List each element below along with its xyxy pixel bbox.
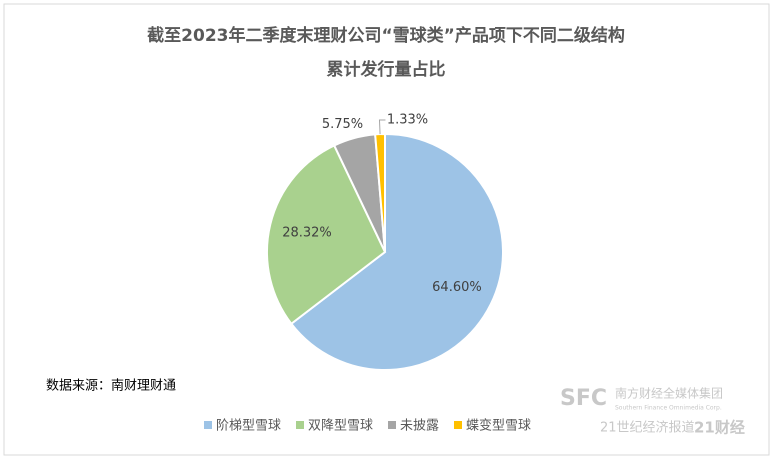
- legend-swatch: [454, 421, 462, 429]
- legend-label: 阶梯型雪球: [216, 419, 281, 434]
- data-label: 28.32%: [282, 226, 332, 241]
- watermark-text: Southern Finance Omnimedia Corp.: [615, 405, 722, 412]
- leader-line: [378, 119, 386, 135]
- data-label: 5.75%: [322, 117, 363, 132]
- legend-label: 双降型雪球: [308, 419, 373, 434]
- watermark: SFC 南方财经全媒体集团 Southern Finance Omnimedia…: [560, 386, 745, 437]
- legend-label: 未披露: [400, 419, 439, 434]
- legend-swatch: [204, 421, 212, 429]
- pie-slice: [374, 132, 386, 253]
- watermark-text: 21财经: [694, 419, 745, 437]
- pie-slice: [289, 132, 504, 371]
- chart-title: 累计发行量占比: [327, 59, 446, 80]
- source-note: 数据来源：南财理财通: [46, 378, 176, 394]
- legend-label: 蝶变型雪球: [466, 418, 531, 434]
- pie-slice: [266, 144, 387, 326]
- legend-swatch: [296, 421, 304, 429]
- legend-swatch: [388, 421, 396, 429]
- watermark-text: SFC: [560, 386, 607, 411]
- data-label: 1.33%: [387, 112, 428, 127]
- watermark-text: 南方财经全媒体集团: [615, 386, 723, 401]
- data-label: 64.60%: [432, 280, 482, 295]
- chart-title: 截至2023年二季度末理财公司“雪球类”产品项下不同二级结构: [147, 25, 625, 46]
- watermark-text: 21世纪经济报道: [600, 421, 695, 436]
